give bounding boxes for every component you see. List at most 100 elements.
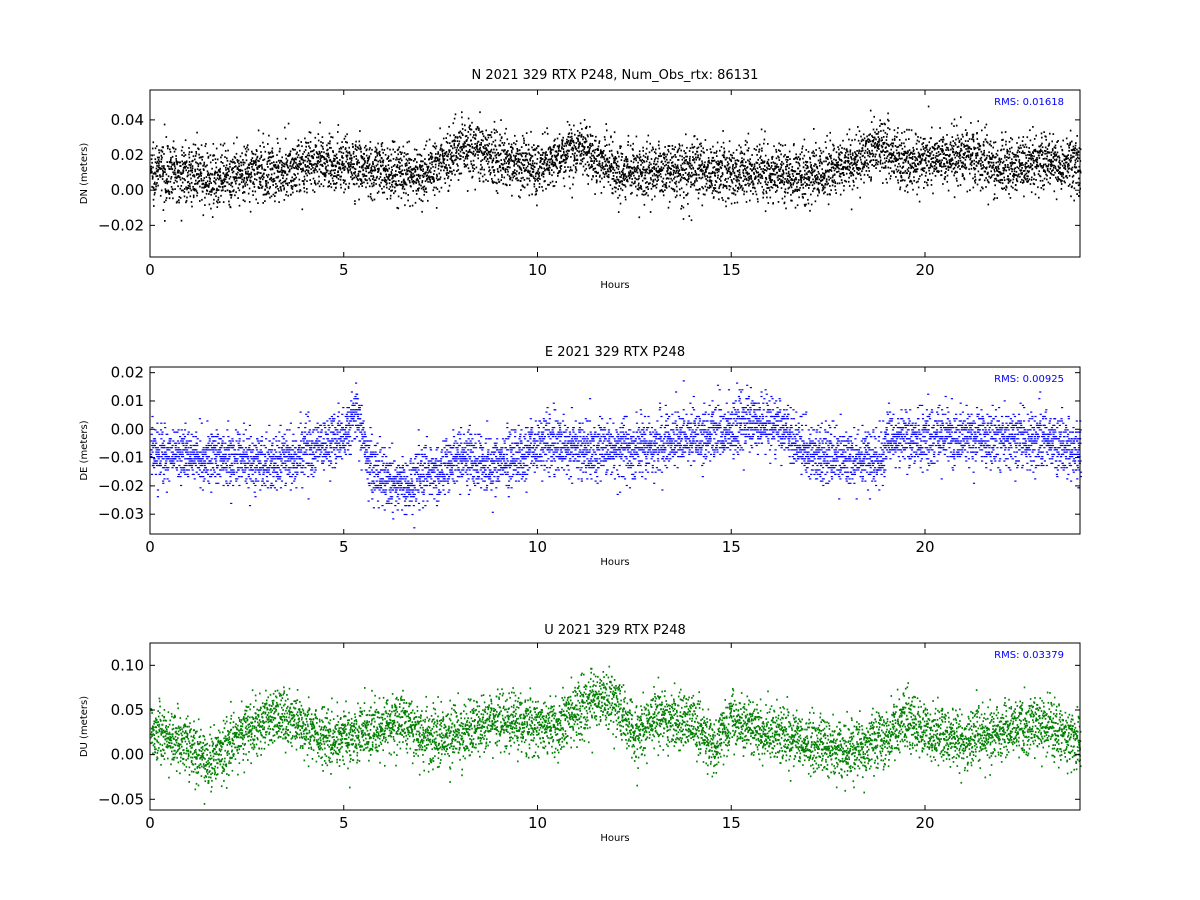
panel-n-point (229, 206, 232, 209)
panel-n-point (187, 187, 190, 189)
panel-n-point (183, 155, 185, 158)
panel-n-point (485, 148, 488, 151)
panel-n-point (848, 176, 850, 179)
panel-n-point (663, 183, 665, 186)
panel-n-point (201, 186, 203, 189)
panel-n-point (421, 181, 423, 184)
panel-n-point (858, 152, 860, 155)
panel-n-point (630, 175, 632, 177)
panel-n-point (224, 185, 227, 188)
panel-n-point (645, 170, 647, 172)
panel-n-point (457, 144, 460, 147)
panel-n-point (224, 150, 227, 152)
panel-n-point (170, 165, 172, 168)
panel-n-point (302, 159, 305, 162)
panel-n-point (192, 174, 194, 177)
panel-n-point (539, 154, 542, 156)
panel-n-point (378, 177, 380, 180)
panel-n-point (730, 179, 733, 181)
panel-n-point (251, 166, 253, 168)
panel-n-point (608, 150, 611, 153)
panel-n-point (630, 192, 632, 195)
panel-n-point (242, 161, 245, 164)
panel-n-point (619, 202, 622, 205)
panel-n-point (669, 152, 672, 155)
panel-n-point (686, 146, 688, 149)
panel-n-point (175, 160, 178, 162)
panel-n-point (793, 180, 796, 183)
panel-n-point (161, 178, 164, 180)
panel-n-point (334, 155, 337, 157)
panel-n-point (839, 193, 842, 196)
panel-n-point (237, 167, 239, 170)
panel-n-point (835, 151, 838, 154)
panel-n-point (833, 167, 835, 169)
panel-n-point (732, 164, 734, 166)
panel-n-point (638, 186, 640, 189)
panel-n-point (316, 170, 319, 173)
panel-n-point (614, 190, 617, 193)
panel-n-point (594, 148, 597, 151)
panel-n-point (579, 141, 581, 144)
panel-n-point (501, 149, 503, 152)
panel-n-point (741, 152, 743, 154)
panel-n-point (742, 169, 745, 171)
panel-n-point (180, 189, 183, 192)
panel-n-point (327, 152, 329, 155)
panel-n-point (790, 178, 793, 180)
panel-n-point (726, 161, 729, 164)
panel-n-point (376, 175, 378, 178)
panel-n-point (576, 159, 579, 161)
panel-n-point (270, 156, 273, 159)
panel-n-point (294, 157, 297, 160)
panel-n-point (784, 144, 787, 146)
panel-n-point (276, 166, 278, 168)
panel-n-point (295, 184, 298, 187)
panel-n-point (702, 172, 704, 175)
panel-n-point (780, 163, 782, 165)
panel-n-point (186, 175, 189, 178)
panel-n-point (853, 170, 856, 172)
panel-n-point (472, 170, 475, 172)
panel-n-point (429, 179, 431, 181)
panel-n-point (697, 168, 700, 170)
panel-n-point (849, 150, 851, 153)
panel-n-point (191, 205, 193, 208)
panel-n-point (789, 176, 791, 179)
panel-n-point (826, 183, 828, 186)
panel-n-point (730, 159, 732, 161)
panel-n-point (399, 157, 402, 160)
panel-n-point (694, 170, 696, 172)
panel-n-point (292, 179, 295, 182)
panel-n-point (617, 168, 620, 171)
panel-n-point (311, 163, 313, 166)
panel-n-point (209, 154, 212, 157)
panel-n-point (482, 135, 485, 138)
panel-n-point (555, 181, 557, 183)
panel-n-point (503, 150, 505, 153)
panel-n-point (655, 152, 657, 155)
panel-n-point (279, 170, 282, 173)
panel-n-point (630, 160, 632, 163)
panel-n-point (356, 182, 358, 185)
panel-n-point (202, 190, 204, 193)
panel-n-point (343, 168, 346, 171)
panel-n-point (353, 183, 356, 186)
panel-n-point (755, 193, 758, 196)
panel-n-point (706, 149, 708, 151)
panel-n-point (627, 165, 630, 168)
panel-n-point (398, 146, 401, 149)
panel-n-point (779, 175, 782, 178)
panel-n-point (817, 176, 819, 179)
panel-n-point (530, 175, 532, 177)
panel-n-point (352, 146, 354, 148)
panel-n-point (598, 153, 600, 156)
panel-n-point (522, 167, 525, 169)
panel-n-point (408, 162, 410, 164)
panel-n-point (666, 153, 668, 156)
panel-n-point (215, 195, 217, 198)
panel-n-point (516, 160, 519, 163)
panel-n-point (770, 181, 773, 184)
panel-n-point (468, 126, 470, 129)
panel-n-point (847, 153, 850, 156)
